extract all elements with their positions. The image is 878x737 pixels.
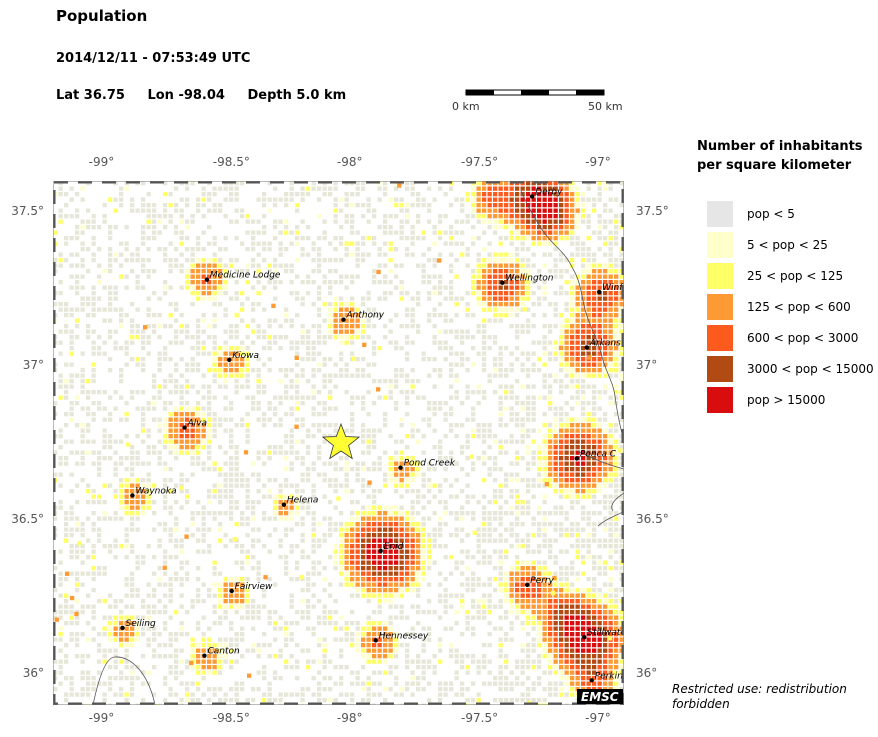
city-dot-11 — [281, 502, 287, 507]
city-label-2: Wellington — [505, 274, 553, 284]
scale-start-label: 0 km — [452, 100, 480, 113]
city-label-0: Derby — [535, 187, 563, 197]
city-dot-7 — [182, 425, 187, 430]
x-tick-top-1: -98.5° — [212, 155, 250, 169]
event-coordinates: Lat 36.75 Lon -98.04 Depth 5.0 km — [56, 88, 364, 103]
city-label-18: Canton — [207, 647, 240, 657]
city-dot-1 — [204, 277, 210, 282]
y-tick-right-1: 37° — [636, 357, 658, 372]
city-dot-10 — [130, 493, 135, 498]
emsc-logo — [577, 689, 623, 704]
city-dot-14 — [229, 588, 234, 594]
legend-label-3: 125 < pop < 600 — [747, 300, 851, 314]
y-tick-left-3: 36° — [22, 666, 44, 681]
city-dot-15 — [120, 625, 125, 631]
city-label-9: Ponca C — [580, 449, 617, 459]
city-label-19: Perkins — [595, 671, 624, 681]
legend-title: Number of inhabitants per square kilomet… — [697, 139, 863, 173]
city-label-16: Hennessey — [379, 631, 429, 641]
x-tick-bottom-1: -98.5° — [212, 711, 250, 725]
river-arkansas — [520, 190, 624, 444]
city-dot-12 — [378, 548, 383, 554]
city-dot-18 — [202, 653, 207, 658]
x-tick-top-0: -99° — [88, 155, 115, 169]
city-label-6: Arkans — [589, 338, 621, 348]
city-dot-0 — [529, 194, 535, 199]
city-dot-4 — [341, 317, 346, 322]
river-salt-fork — [577, 450, 624, 470]
legend-label-0: pop < 5 — [747, 207, 795, 221]
x-tick-bottom-3: -97.5° — [461, 711, 499, 725]
legend-label-1: 5 < pop < 25 — [747, 238, 828, 252]
x-tick-top-3: -97.5° — [461, 155, 499, 169]
event-datetime: 2014/12/11 - 07:53:49 UTC — [56, 51, 251, 66]
city-label-13: Perry — [530, 576, 554, 586]
y-tick-left-0: 37.5° — [11, 203, 44, 218]
city-label-5: Kiowa — [232, 351, 259, 361]
legend-label-5: 3000 < pop < 15000 — [747, 362, 874, 376]
city-label-12: Enid — [384, 542, 404, 552]
x-tick-bottom-0: -99° — [88, 711, 115, 725]
y-tick-left-1: 37° — [22, 357, 44, 372]
y-tick-right-0: 37.5° — [636, 203, 669, 218]
legend-swatch-1 — [707, 232, 733, 258]
scale-bar — [465, 89, 605, 96]
population-cells — [53, 181, 624, 705]
legend-swatch-6 — [707, 387, 733, 413]
city-label-4: Anthony — [345, 311, 384, 321]
city-dot-8 — [398, 465, 403, 470]
map-border — [53, 181, 624, 705]
city-label-14: Fairview — [235, 582, 273, 592]
river-lake — [611, 492, 624, 512]
city-markers: Derby Medicine Lodge Wellington Winf Anthony… — [120, 187, 624, 683]
river-cimarron — [92, 656, 156, 705]
legend-label-4: 600 < pop < 3000 — [747, 331, 859, 345]
map-frame — [53, 181, 624, 705]
event-lat: Lat 36.75 — [56, 88, 125, 103]
city-label-1: Medicine Lodge — [210, 271, 281, 281]
x-tick-top-4: -97° — [585, 155, 611, 169]
x-tick-bottom-2: -98° — [336, 711, 363, 725]
city-dot-19 — [589, 678, 594, 683]
city-dot-5 — [227, 357, 232, 362]
city-dot-17 — [582, 634, 587, 640]
city-label-7: Alva — [187, 419, 208, 429]
y-tick-left-2: 36.5° — [11, 512, 44, 527]
legend-swatch-4 — [707, 325, 733, 351]
legend-swatch-5 — [707, 356, 733, 382]
legend-label-6: pop > 15000 — [747, 393, 826, 407]
city-label-17: Stillwate — [587, 628, 624, 638]
event-depth: Depth 5.0 km — [247, 88, 347, 103]
city-dot-13 — [524, 582, 530, 587]
scale-end-label: 50 km — [588, 100, 623, 113]
city-label-3: Winf — [602, 283, 624, 293]
map-title: Population — [56, 7, 148, 25]
city-label-11: Helena — [287, 496, 319, 506]
x-tick-top-2: -98° — [336, 155, 363, 169]
city-dot-6 — [584, 345, 589, 350]
city-label-8: Pond Creek — [404, 459, 456, 469]
restricted-notice: Restricted use: redistribution forbidden — [672, 682, 847, 711]
x-tick-bottom-4: -97° — [585, 711, 611, 725]
city-dot-3 — [596, 289, 602, 295]
epicenter-star-icon — [321, 422, 361, 460]
legend-swatch-0 — [707, 201, 733, 227]
population-map: Derby Medicine Lodge Wellington Winf Anthony… — [53, 181, 624, 705]
event-lon: Lon -98.04 — [147, 88, 225, 103]
city-dot-2 — [500, 280, 505, 285]
y-tick-right-2: 36.5° — [636, 512, 669, 527]
city-label-15: Seiling — [126, 619, 156, 629]
legend-swatch-2 — [707, 263, 733, 289]
y-tick-right-3: 36° — [636, 666, 658, 681]
legend-swatch-3 — [707, 294, 733, 320]
emsc-logo-text: EMSC — [581, 690, 619, 704]
legend-label-2: 25 < pop < 125 — [747, 269, 844, 283]
city-dot-9 — [574, 456, 580, 461]
city-dot-16 — [373, 638, 378, 643]
city-label-10: Waynoka — [135, 486, 176, 496]
